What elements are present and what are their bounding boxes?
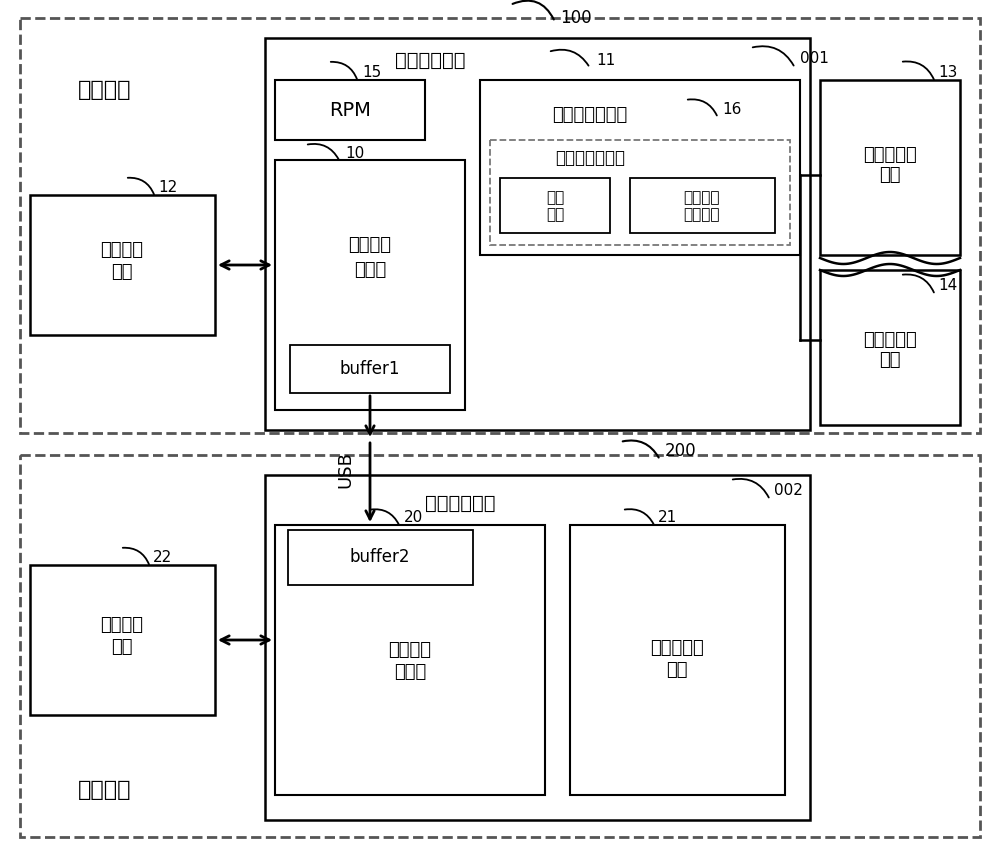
Text: 操作系统: 操作系统 — [684, 207, 720, 223]
Text: 20: 20 — [404, 510, 423, 526]
Text: 22: 22 — [153, 550, 172, 564]
Text: 12: 12 — [158, 180, 177, 194]
Bar — [30, 195, 215, 335]
Text: 虚拟用户识别卡: 虚拟用户识别卡 — [555, 149, 625, 167]
Text: 外接设备: 外接设备 — [78, 780, 132, 800]
Text: 第一处理芯片: 第一处理芯片 — [395, 51, 465, 69]
Text: 处理器: 处理器 — [394, 663, 426, 681]
Bar — [275, 525, 545, 795]
Text: 16: 16 — [722, 102, 741, 116]
Bar — [290, 345, 450, 393]
Text: RPM: RPM — [329, 100, 371, 120]
Text: 别卡: 别卡 — [879, 351, 901, 369]
Bar — [820, 270, 960, 425]
Bar — [630, 178, 775, 233]
Text: 处理器: 处理器 — [354, 261, 386, 279]
Text: 第一用户识: 第一用户识 — [863, 146, 917, 164]
Text: 存储: 存储 — [546, 191, 564, 205]
Text: 模块: 模块 — [111, 638, 133, 656]
Text: 第二处理芯片: 第二处理芯片 — [425, 494, 495, 513]
Text: 14: 14 — [938, 277, 957, 293]
Text: 虚拟片内: 虚拟片内 — [684, 191, 720, 205]
Text: 001: 001 — [800, 51, 829, 66]
Text: 15: 15 — [362, 64, 381, 80]
Bar — [275, 160, 465, 410]
Text: 第二射频: 第二射频 — [100, 616, 144, 634]
Bar — [265, 38, 810, 430]
Text: 第二用户识: 第二用户识 — [863, 331, 917, 349]
Text: 别卡: 别卡 — [879, 166, 901, 184]
Text: USB: USB — [336, 452, 354, 489]
Bar — [820, 80, 960, 255]
Text: 第二调制解: 第二调制解 — [650, 639, 704, 657]
Text: 11: 11 — [596, 52, 615, 68]
Text: 21: 21 — [658, 510, 677, 526]
Text: buffer1: buffer1 — [340, 360, 400, 378]
Text: 模块: 模块 — [546, 207, 564, 223]
Text: 第一调制解调器: 第一调制解调器 — [552, 106, 628, 124]
Text: 模块: 模块 — [111, 263, 133, 281]
Text: 10: 10 — [345, 146, 364, 161]
Text: 第一射频: 第一射频 — [100, 241, 144, 259]
Text: 第一应用: 第一应用 — [349, 236, 392, 254]
Bar — [20, 455, 980, 837]
Bar — [275, 80, 425, 140]
Text: 移动终端: 移动终端 — [78, 80, 132, 100]
Text: 100: 100 — [560, 9, 592, 27]
Text: 第二应用: 第二应用 — [388, 641, 432, 659]
Text: buffer2: buffer2 — [350, 548, 410, 566]
Bar — [570, 525, 785, 795]
Text: 200: 200 — [665, 442, 697, 460]
Bar — [480, 80, 800, 255]
Bar — [490, 140, 790, 245]
Text: 002: 002 — [774, 483, 803, 497]
Bar — [288, 530, 473, 585]
Bar — [500, 178, 610, 233]
Bar — [265, 475, 810, 820]
Bar — [30, 565, 215, 715]
Text: 调器: 调器 — [666, 661, 688, 679]
Text: 13: 13 — [938, 64, 957, 80]
Bar — [20, 18, 980, 433]
